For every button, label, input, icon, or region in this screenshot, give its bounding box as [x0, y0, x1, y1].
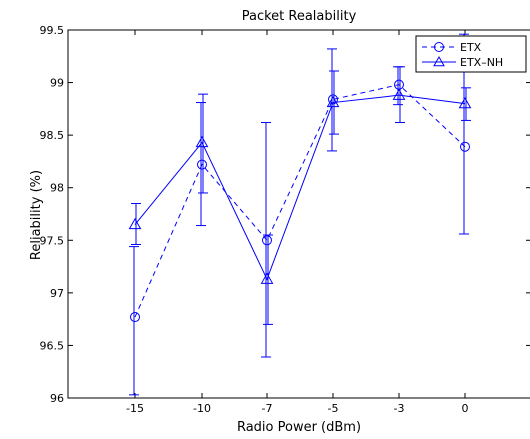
chart-title: Packet Realability — [242, 9, 357, 24]
marker-etx — [262, 235, 272, 246]
marker-etx-nh — [392, 88, 406, 100]
marker-etx — [130, 312, 140, 323]
y-tick-label: 98.5 — [40, 129, 65, 142]
y-tick-label: 97.5 — [40, 234, 65, 247]
x-tick-label: 0 — [462, 402, 469, 415]
x-tick-label: -5 — [328, 402, 339, 415]
marker-etx-nh — [128, 218, 142, 230]
series-line-etx — [134, 84, 466, 318]
marker-etx-nh — [326, 96, 340, 108]
y-tick-label: 97 — [50, 287, 64, 300]
marker-etx-nh — [195, 135, 209, 148]
marker-etx — [197, 159, 207, 170]
series-line-etx-nh — [134, 94, 466, 281]
x-tick-label: -3 — [394, 402, 405, 415]
legend-marker-etx-nh — [433, 55, 445, 67]
y-tick-label: 98 — [50, 182, 64, 195]
y-axis-title: Reliability (%) — [29, 170, 44, 260]
y-tick-label: 96.5 — [40, 339, 65, 352]
marker-etx-nh — [260, 272, 274, 284]
x-axis-title: Radio Power (dBm) — [237, 420, 361, 435]
legend-marker-etx — [434, 42, 444, 52]
plot-frame — [67, 29, 530, 399]
marker-etx-nh — [458, 97, 472, 109]
plot-area: 96 96.5 97 97.5 98 98.5 99 99.5 -15 -10 -7 -5 -3 0 ETX… — [40, 24, 530, 415]
y-tick-label: 96 — [50, 392, 64, 405]
x-tick-label: -10 — [193, 402, 211, 415]
x-tick-label: -15 — [126, 402, 144, 415]
legend-label-etx: ETX — [460, 41, 482, 54]
x-tick-label: -7 — [262, 402, 273, 415]
marker-etx — [460, 141, 470, 152]
y-tick-label: 99 — [50, 77, 64, 90]
y-tick-label: 99.5 — [40, 24, 65, 37]
legend-label-etx-nh: ETX–NH — [460, 56, 503, 69]
